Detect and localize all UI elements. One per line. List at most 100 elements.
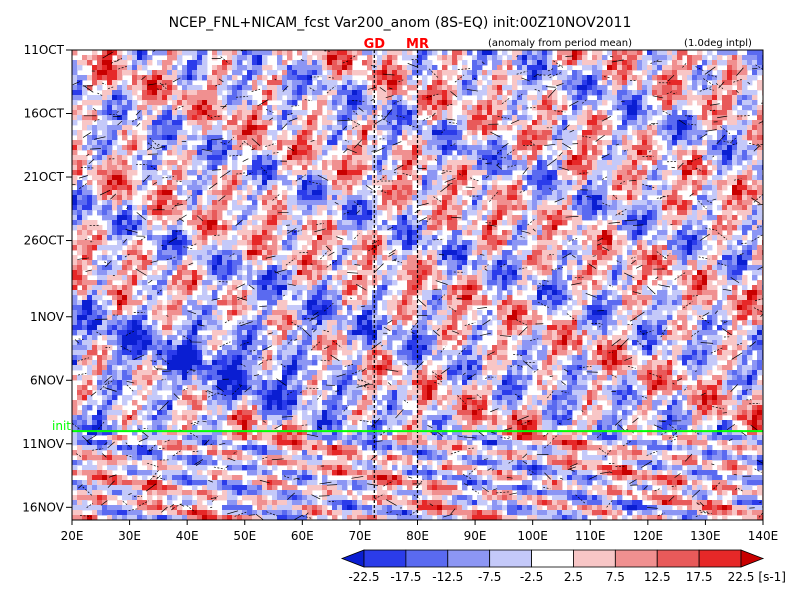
field-cell: [477, 205, 483, 211]
field-cell: [72, 195, 78, 201]
field-cell: [642, 195, 648, 201]
field-cell: [402, 50, 408, 56]
field-cell: [317, 175, 323, 181]
field-cell: [642, 140, 648, 146]
field-cell: [467, 150, 473, 156]
field-cell: [102, 210, 108, 216]
field-cell: [507, 145, 513, 151]
field-cell: [677, 170, 683, 176]
field-cell: [647, 125, 653, 131]
field-cell: [487, 150, 493, 156]
field-cell: [567, 210, 573, 216]
field-cell: [617, 260, 623, 266]
field-cell: [97, 175, 103, 181]
field-cell: [517, 225, 523, 231]
field-cell: [452, 140, 458, 146]
field-cell: [137, 110, 143, 116]
field-cell: [352, 220, 358, 226]
field-cell: [657, 260, 663, 266]
field-cell: [487, 250, 493, 256]
field-cell: [97, 145, 103, 151]
field-cell: [207, 255, 213, 261]
field-cell: [642, 240, 648, 246]
field-cell: [337, 135, 343, 141]
field-cell: [487, 50, 493, 56]
field-cell: [357, 85, 363, 91]
field-cell: [202, 95, 208, 101]
field-cell: [437, 175, 443, 181]
field-cell: [527, 230, 533, 236]
field-cell: [712, 165, 718, 171]
field-cell: [322, 130, 328, 136]
field-cell: [632, 185, 638, 191]
field-cell: [527, 125, 533, 131]
field-cell: [607, 255, 613, 261]
field-cell: [152, 240, 158, 246]
field-cell: [212, 160, 218, 166]
field-cell: [457, 80, 463, 86]
field-cell: [727, 150, 733, 156]
field-cell: [177, 125, 183, 131]
field-cell: [622, 130, 628, 136]
field-cell: [347, 245, 353, 251]
field-cell: [647, 210, 653, 216]
field-cell: [247, 250, 253, 256]
field-cell: [102, 115, 108, 121]
field-cell: [757, 160, 763, 166]
field-cell: [732, 60, 738, 66]
field-cell: [307, 215, 313, 221]
field-cell: [252, 165, 258, 171]
field-cell: [192, 115, 198, 121]
field-cell: [642, 60, 648, 66]
field-cell: [472, 110, 478, 116]
field-cell: [217, 80, 223, 86]
field-cell: [572, 170, 578, 176]
field-cell: [197, 190, 203, 196]
field-cell: [512, 135, 518, 141]
field-cell: [102, 175, 108, 181]
field-cell: [217, 240, 223, 246]
field-cell: [287, 230, 293, 236]
field-cell: [732, 80, 738, 86]
field-cell: [427, 110, 433, 116]
field-cell: [152, 170, 158, 176]
field-cell: [232, 205, 238, 211]
field-cell: [152, 105, 158, 111]
field-cell: [722, 180, 728, 186]
field-cell: [442, 50, 448, 56]
field-cell: [537, 180, 543, 186]
field-cell: [462, 85, 468, 91]
field-cell: [672, 205, 678, 211]
field-cell: [87, 220, 93, 226]
field-cell: [457, 140, 463, 146]
field-cell: [407, 50, 413, 56]
field-cell: [377, 95, 383, 101]
field-cell: [677, 135, 683, 141]
field-cell: [642, 245, 648, 251]
field-cell: [172, 240, 178, 246]
field-cell: [637, 95, 643, 101]
field-cell: [422, 90, 428, 96]
field-cell: [207, 120, 213, 126]
field-cell: [747, 215, 753, 221]
field-cell: [317, 80, 323, 86]
field-cell: [287, 70, 293, 76]
field-cell: [432, 245, 438, 251]
field-cell: [267, 115, 273, 121]
field-cell: [562, 190, 568, 196]
field-cell: [77, 195, 83, 201]
field-cell: [127, 255, 133, 261]
field-cell: [437, 110, 443, 116]
field-cell: [197, 220, 203, 226]
field-cell: [187, 65, 193, 71]
field-cell: [422, 235, 428, 241]
field-cell: [312, 145, 318, 151]
field-cell: [757, 250, 763, 256]
field-cell: [247, 110, 253, 116]
field-cell: [722, 155, 728, 161]
field-cell: [197, 70, 203, 76]
field-cell: [662, 75, 668, 81]
field-cell: [177, 50, 183, 56]
field-cell: [707, 110, 713, 116]
field-cell: [307, 265, 313, 271]
